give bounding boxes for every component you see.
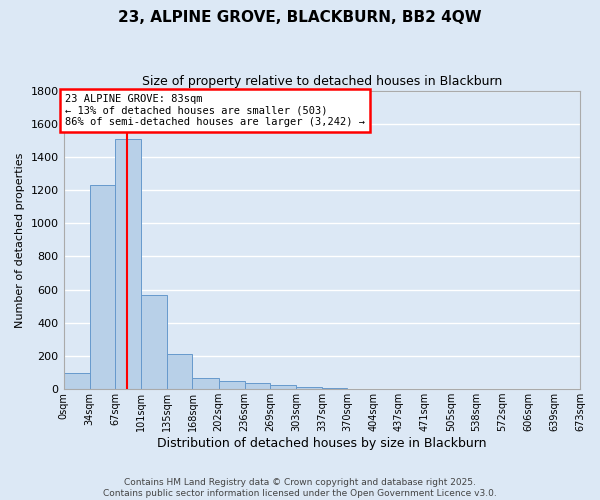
Bar	[141, 296, 167, 389]
Title: Size of property relative to detached houses in Blackburn: Size of property relative to detached ho…	[142, 75, 502, 88]
Bar	[322, 388, 347, 389]
Bar	[193, 378, 218, 389]
Text: Contains HM Land Registry data © Crown copyright and database right 2025.
Contai: Contains HM Land Registry data © Crown c…	[103, 478, 497, 498]
Bar	[218, 381, 245, 389]
Bar	[245, 382, 270, 389]
Text: 23 ALPINE GROVE: 83sqm
← 13% of detached houses are smaller (503)
86% of semi-de: 23 ALPINE GROVE: 83sqm ← 13% of detached…	[65, 94, 365, 127]
Text: 23, ALPINE GROVE, BLACKBURN, BB2 4QW: 23, ALPINE GROVE, BLACKBURN, BB2 4QW	[118, 10, 482, 25]
Bar	[115, 138, 141, 389]
Bar	[296, 386, 322, 389]
X-axis label: Distribution of detached houses by size in Blackburn: Distribution of detached houses by size …	[157, 437, 487, 450]
Bar	[89, 185, 115, 389]
Y-axis label: Number of detached properties: Number of detached properties	[15, 152, 25, 328]
Bar	[270, 384, 296, 389]
Bar	[167, 354, 193, 389]
Bar	[64, 372, 89, 389]
